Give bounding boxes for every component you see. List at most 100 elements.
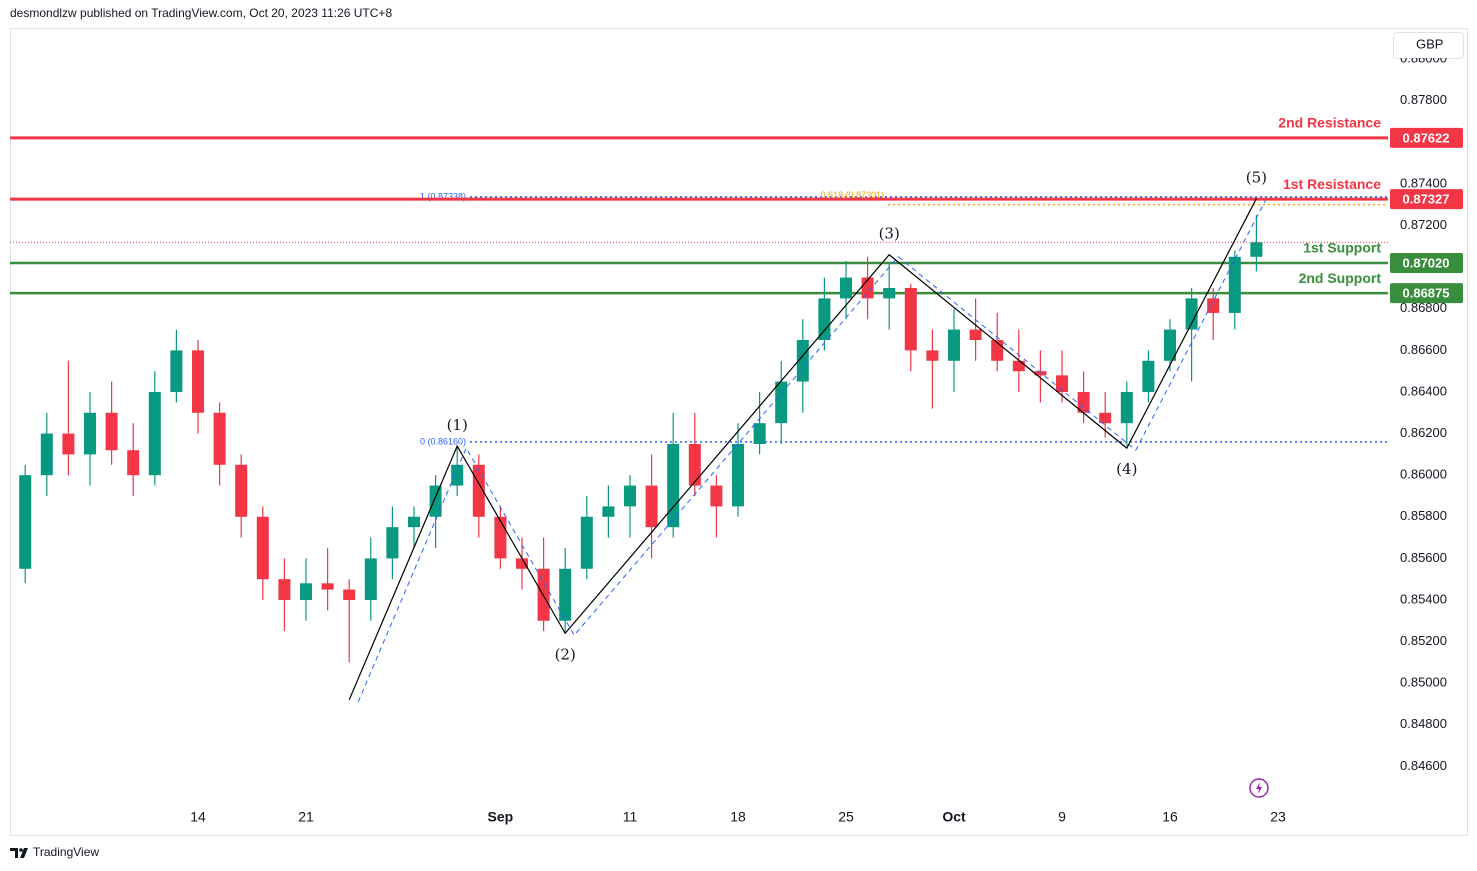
wave-channel: [357, 200, 1266, 703]
candle-body: [516, 558, 528, 569]
logo-dot: [19, 848, 23, 852]
level-price-box: [1390, 283, 1463, 304]
x-tick-label: 25: [838, 809, 854, 825]
y-tick-label: 0.85000: [1400, 675, 1447, 690]
level-price-label: 0.87020: [1403, 255, 1450, 270]
candle-body: [1142, 360, 1155, 392]
x-tick-label: 21: [298, 809, 314, 825]
candle-body: [645, 485, 658, 528]
x-tick-label: 14: [190, 809, 206, 825]
candle-body: [710, 485, 723, 507]
currency-label[interactable]: GBP: [1416, 36, 1443, 51]
x-tick-label: 23: [1270, 809, 1286, 825]
y-tick-label: 0.86800: [1400, 300, 1447, 315]
candle-body: [429, 485, 442, 517]
candle-body: [1228, 256, 1241, 313]
y-tick-label: 0.86600: [1400, 342, 1447, 357]
candle-body: [19, 475, 32, 569]
candle-body: [62, 433, 75, 455]
candle-body: [192, 350, 204, 413]
logo-mark: [10, 848, 28, 858]
candle-body: [883, 287, 896, 299]
y-tick-label: 0.84600: [1400, 758, 1447, 773]
fib-label: 1 (0.87338): [420, 191, 466, 201]
candle-body: [343, 589, 356, 600]
footer-brand: TradingView: [33, 845, 99, 859]
level-name: 1st Support: [1303, 240, 1381, 256]
level-price-label: 0.86875: [1403, 286, 1450, 301]
y-tick-label: 0.85600: [1400, 550, 1447, 565]
candle-body: [364, 558, 377, 600]
candle-body: [1250, 242, 1263, 257]
candle-body: [732, 443, 744, 507]
y-tick-label: 0.85800: [1400, 508, 1447, 523]
fib-label: 0 (0.86160): [420, 436, 466, 446]
lightning-icon[interactable]: [1249, 778, 1269, 798]
x-tick-label: 9: [1058, 809, 1066, 825]
candle-body: [624, 485, 636, 507]
candle-body: [494, 516, 507, 559]
candle-body: [775, 381, 788, 424]
candle-body: [969, 329, 982, 340]
candle-body: [1120, 391, 1133, 424]
candle-body: [904, 287, 917, 351]
candle-body: [148, 391, 161, 476]
wave-label: (1): [447, 416, 468, 434]
level-name: 1st Resistance: [1283, 176, 1381, 192]
candle-body: [105, 412, 118, 451]
level-price-label: 0.87622: [1403, 130, 1450, 145]
candle-body: [753, 423, 766, 444]
candle-body: [84, 412, 96, 455]
candle-body: [235, 464, 248, 517]
level-price-box: [1390, 189, 1463, 210]
wave-label: (4): [1116, 460, 1137, 478]
currency-box-fill: [1394, 33, 1463, 58]
plot: 0.84600 0.84800 0.85000 0.85200 0.85400 0.856…: [10, 51, 1463, 825]
candle-body: [926, 350, 939, 361]
candle-body: [602, 506, 615, 517]
candle-body: [386, 527, 399, 559]
candle-body: [451, 464, 464, 486]
y-tick-label: 0.87200: [1400, 217, 1447, 232]
level-price-label: 0.87327: [1403, 192, 1450, 207]
x-tick-label: 18: [730, 809, 746, 825]
candle-body: [1207, 298, 1220, 313]
candle-body: [1185, 298, 1198, 330]
candle-body: [127, 450, 140, 476]
y-tick-label: 0.86400: [1400, 383, 1447, 398]
y-tick-label: 0.87800: [1400, 92, 1447, 107]
tv-logo: [10, 848, 28, 858]
y-tick-label: 0.84800: [1400, 716, 1447, 731]
candle-body: [1164, 329, 1176, 361]
fib-label: 0.618 (0.87301): [820, 190, 884, 200]
candle-body: [818, 298, 831, 340]
wave-line: [348, 198, 1257, 701]
y-tick-label: 0.86000: [1400, 467, 1447, 482]
candle-body: [256, 516, 269, 580]
candle-body: [170, 350, 183, 392]
candle-body: [321, 583, 334, 590]
candle-body: [580, 516, 593, 569]
y-tick-label: 0.86200: [1400, 425, 1447, 440]
y-tick-label: 0.85400: [1400, 591, 1447, 606]
level-price-box: [1390, 127, 1463, 148]
y-tick-label: 0.85200: [1400, 633, 1447, 648]
wave-label: (2): [555, 645, 576, 663]
x-tick-label: 11: [623, 809, 638, 825]
candle-body: [1034, 371, 1047, 376]
candle-body: [1012, 360, 1025, 372]
candle-body: [278, 579, 291, 600]
candle-body: [559, 568, 572, 621]
level-name: 2nd Support: [1299, 270, 1382, 286]
candle-body: [948, 329, 960, 361]
publisher-line: desmondlzw published on TradingView.com,…: [10, 6, 392, 20]
y-tick-label: 0.87400: [1400, 175, 1447, 190]
wave-label: (3): [879, 225, 900, 243]
candle-body: [1099, 412, 1112, 424]
icon-bolt: [1256, 782, 1262, 794]
candle-body: [300, 583, 312, 600]
icon-ring: [1249, 778, 1269, 798]
candle-body: [667, 443, 680, 528]
